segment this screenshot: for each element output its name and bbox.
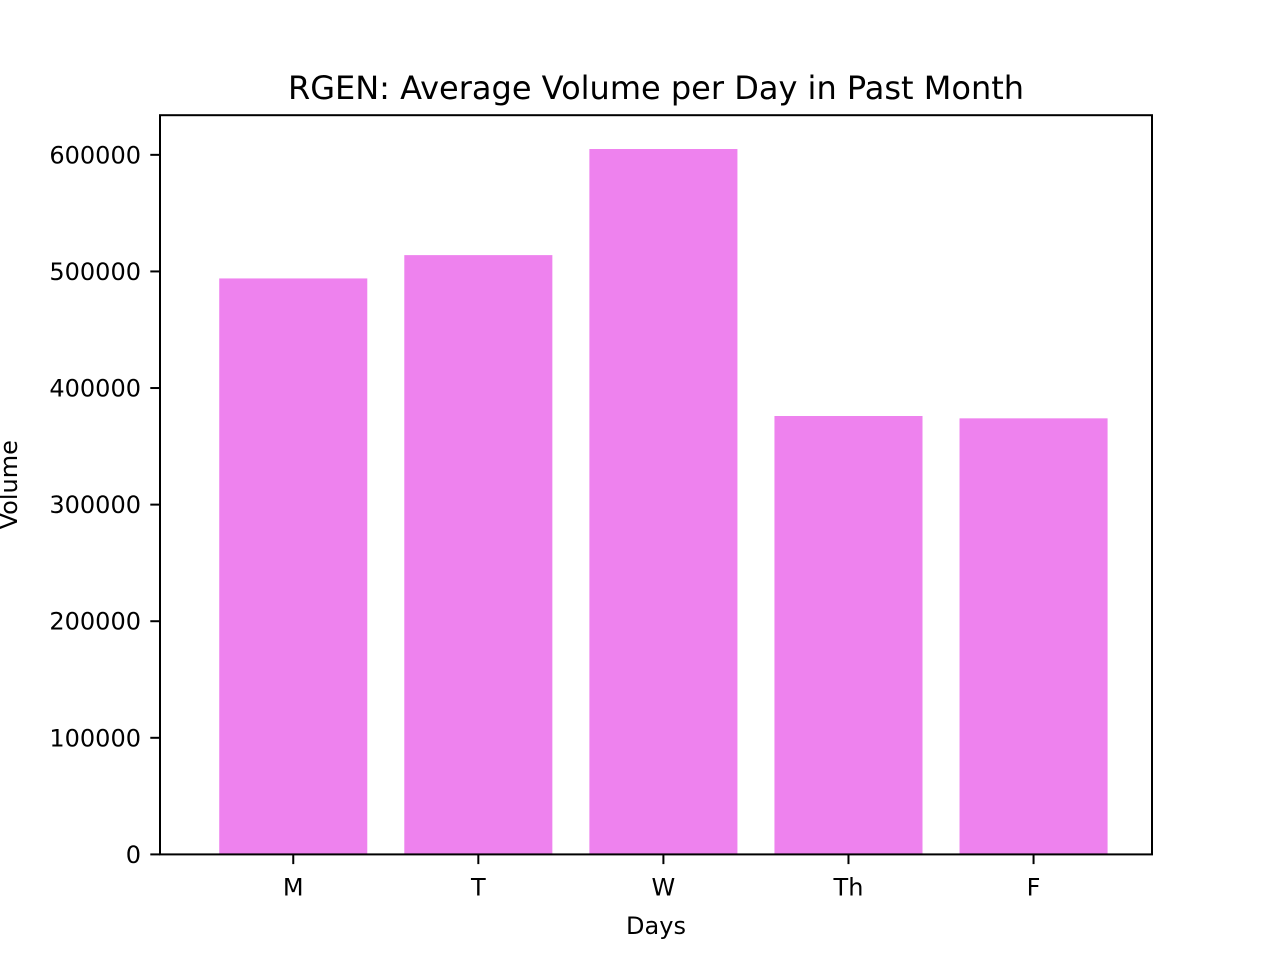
y-axis-ticks: 0 100000 200000 300000 400000 500000 600000 [49,141,160,869]
y-tick-label: 100000 [49,724,141,752]
y-tick-label: 0 [126,841,141,869]
bar-m [219,278,368,855]
bars-layer [219,149,1108,855]
y-tick-label: 400000 [49,375,141,403]
bar-th [774,416,923,855]
x-tick-label: F [1027,873,1041,901]
plot-frame [159,114,1153,856]
y-tick-label: 300000 [49,491,141,519]
y-axis-label: Volume [0,440,23,529]
x-tick-label: M [283,873,304,901]
y-tick-label: 200000 [49,608,141,636]
x-axis-label: Days [626,912,686,940]
bar-f [959,418,1108,855]
x-tick-label: W [652,873,676,901]
x-tick-label: T [470,873,486,901]
chart-title: RGEN: Average Volume per Day in Past Mon… [288,69,1024,107]
y-tick-label: 500000 [49,258,141,286]
x-axis-ticks: M T W Th F [283,854,1041,901]
y-tick-label: 600000 [49,141,141,169]
x-tick-label: Th [833,873,864,901]
bar-w [589,149,738,855]
bar-t [404,255,553,855]
